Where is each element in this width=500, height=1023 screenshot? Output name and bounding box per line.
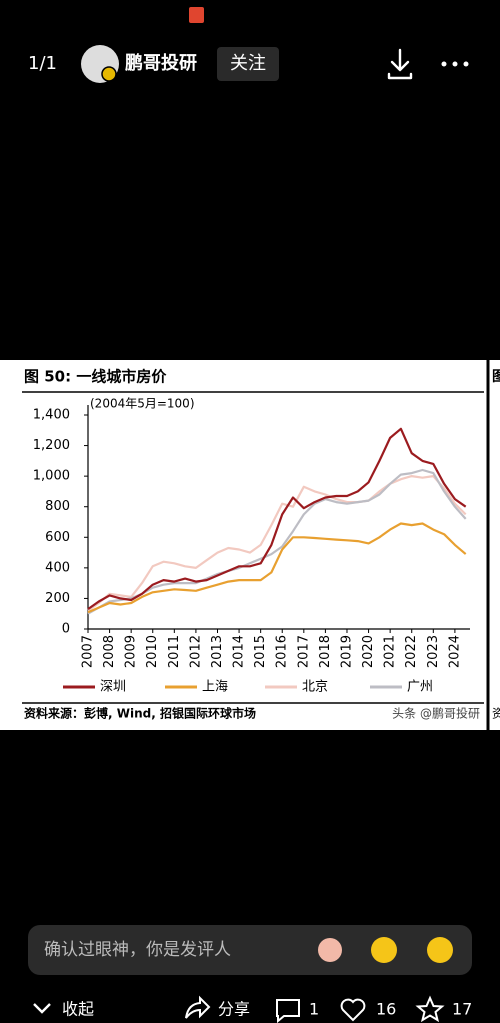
- x-tick-label: 2023: [426, 635, 441, 668]
- watermark: 头条 @鹏哥投研: [392, 706, 480, 721]
- x-tick-label: 2009: [124, 635, 139, 668]
- page-counter: 1/1: [28, 53, 57, 74]
- chart-subtitle: (2004年5月=100): [90, 397, 195, 411]
- x-tick-label: 2016: [275, 635, 290, 668]
- y-tick-label: 200: [45, 591, 70, 606]
- status-icon: [189, 7, 204, 23]
- series-line: [87, 475, 467, 612]
- y-tick-label: 400: [45, 560, 70, 575]
- chart-source: 资料来源：彭博, Wind, 招银国际环球市场: [24, 706, 256, 721]
- download-icon[interactable]: [387, 48, 413, 80]
- x-tick-label: 2012: [188, 635, 203, 668]
- x-tick-label: 2018: [318, 635, 333, 668]
- author-name[interactable]: 鹏哥投研: [124, 52, 197, 74]
- y-tick-label: 1,000: [33, 469, 70, 484]
- y-tick-label: 800: [45, 499, 70, 514]
- favorite-count[interactable]: 17: [452, 1000, 472, 1019]
- series-line: [87, 427, 467, 610]
- series-line: [87, 468, 467, 615]
- favorite-icon[interactable]: [415, 995, 445, 1023]
- y-tick-label: 600: [45, 530, 70, 545]
- comment-box[interactable]: [28, 925, 472, 975]
- collapse-icon[interactable]: [33, 1003, 51, 1014]
- verified-badge: [101, 66, 117, 82]
- y-tick-label: 1,400: [33, 408, 70, 423]
- x-tick-label: 2022: [404, 635, 419, 668]
- x-tick-label: 2010: [145, 635, 160, 668]
- x-tick-label: 2013: [210, 635, 225, 668]
- comment-placeholder[interactable]: 确认过眼神，你是发评人: [44, 940, 231, 960]
- share-icon[interactable]: [185, 995, 211, 1019]
- emoji-laugh[interactable]: [371, 937, 397, 963]
- x-tick-label: 2015: [253, 635, 268, 668]
- x-tick-label: 2008: [102, 635, 117, 668]
- x-tick-label: 2021: [383, 635, 398, 668]
- comment-count[interactable]: 1: [309, 1000, 319, 1019]
- x-tick-label: 2017: [296, 635, 311, 668]
- like-count[interactable]: 16: [376, 1000, 396, 1019]
- x-tick-label: 2007: [81, 635, 96, 668]
- follow-button[interactable]: [217, 47, 279, 81]
- chart-title: 图 50: 一线城市房价: [24, 368, 167, 386]
- share-label[interactable]: 分享: [218, 1000, 250, 1019]
- legend-label: 上海: [202, 680, 228, 695]
- x-tick-label: 2024: [447, 635, 462, 668]
- legend-label: 广州: [407, 680, 433, 695]
- x-tick-label: 2011: [167, 635, 182, 668]
- legend-label: 深圳: [100, 680, 126, 695]
- series-line: [87, 522, 467, 614]
- like-icon[interactable]: [340, 998, 366, 1022]
- follow-label[interactable]: 关注: [230, 53, 266, 74]
- adjacent-source: 资: [492, 707, 500, 721]
- emoji-clap[interactable]: [318, 938, 342, 962]
- adjacent-title: 图: [492, 369, 500, 385]
- collapse-label[interactable]: 收起: [62, 1000, 94, 1019]
- y-tick-label: 0: [62, 622, 70, 637]
- x-tick-label: 2014: [232, 635, 247, 668]
- comment-icon[interactable]: [276, 999, 300, 1023]
- legend-label: 北京: [302, 680, 328, 695]
- chart-image: [0, 360, 500, 730]
- x-tick-label: 2020: [361, 635, 376, 668]
- emoji-grin[interactable]: [427, 937, 453, 963]
- plot: 0 200 400 600 800 1,000 1,200 1,400 2007 2008 2009…: [33, 405, 470, 695]
- more-icon[interactable]: [441, 61, 469, 67]
- y-tick-label: 1,200: [33, 438, 70, 453]
- x-tick-label: 2019: [339, 635, 354, 668]
